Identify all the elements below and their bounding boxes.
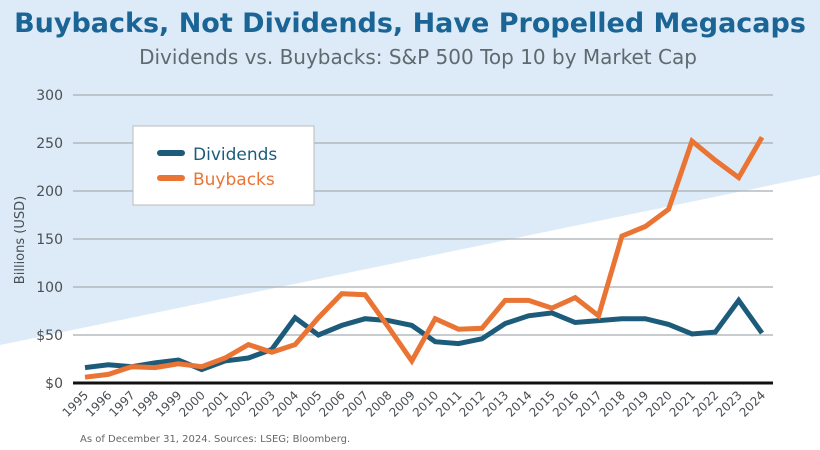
x-tick-label: 2008 — [363, 388, 394, 419]
chart-title: Buybacks, Not Dividends, Have Propelled … — [14, 8, 806, 39]
x-tick-label: 2020 — [643, 388, 674, 419]
x-tick-label: 1998 — [130, 388, 161, 419]
chart-subtitle: Dividends vs. Buybacks: S&P 500 Top 10 b… — [139, 45, 697, 69]
x-tick-label: 2014 — [503, 388, 534, 419]
x-tick-label: 2011 — [433, 388, 464, 419]
series-line-buybacks — [84, 135, 765, 380]
x-tick-label: 2007 — [340, 388, 371, 419]
x-tick-label: 2005 — [293, 388, 324, 419]
x-tick-label: 1997 — [106, 388, 137, 419]
legend: Dividends Buybacks — [132, 125, 315, 206]
x-tick-label: 2015 — [527, 388, 558, 419]
x-tick-label: 2023 — [713, 388, 744, 419]
x-tick-label: 2010 — [410, 388, 441, 419]
x-tick-label: 2016 — [550, 388, 581, 419]
y-tick-label: $50 — [36, 328, 63, 344]
y-tick-label: 300 — [36, 88, 63, 104]
x-tick-label: 1996 — [83, 388, 114, 419]
y-axis-label: Billions (USD) — [13, 196, 28, 284]
x-tick-label: 2017 — [573, 388, 604, 419]
x-tick-label: 2012 — [456, 388, 487, 419]
x-tick-label: 2013 — [480, 388, 511, 419]
legend-box — [132, 125, 315, 206]
y-tick-label: 100 — [36, 280, 63, 296]
legend-label-buybacks: Buybacks — [193, 170, 275, 190]
x-tick-label: 1999 — [153, 388, 184, 419]
x-tick-label: 2022 — [690, 388, 721, 419]
y-tick-label: 250 — [36, 136, 63, 152]
y-tick-label: $0 — [45, 376, 63, 392]
x-tick-label: 2006 — [316, 388, 347, 419]
background-band — [0, 0, 820, 345]
source-note: As of December 31, 2024. Sources: LSEG; … — [80, 434, 350, 445]
x-tick-label: 2000 — [176, 388, 207, 419]
x-tick-label: 2018 — [597, 388, 628, 419]
x-tick-label: 2003 — [246, 388, 277, 419]
x-tick-label: 2024 — [737, 388, 768, 419]
y-tick-label: 200 — [36, 184, 63, 200]
y-tick-label: 150 — [36, 232, 63, 248]
x-tick-label: 2001 — [200, 388, 231, 419]
x-tick-label: 2009 — [386, 388, 417, 419]
x-tick-label: 2004 — [270, 388, 301, 419]
legend-label-dividends: Dividends — [193, 145, 277, 165]
x-tick-label: 2021 — [667, 388, 698, 419]
x-tick-label: 2019 — [620, 388, 651, 419]
x-tick-label: 1995 — [60, 388, 91, 419]
x-tick-label: 2002 — [223, 388, 254, 419]
